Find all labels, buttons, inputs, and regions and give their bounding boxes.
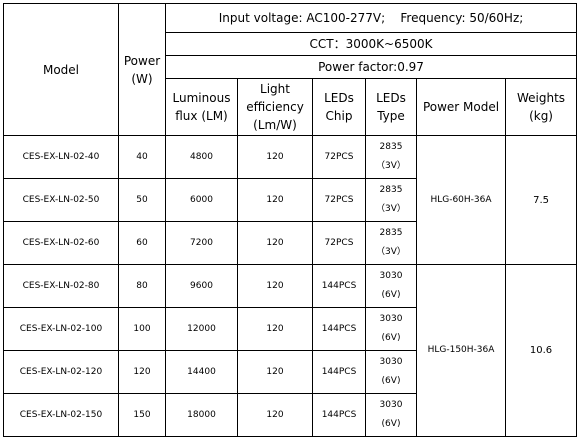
cell: 2835（3V） xyxy=(365,221,417,265)
cell: 60 xyxy=(118,221,166,265)
column-header: Light efficiency (Lm/W) xyxy=(237,78,313,136)
cell: 3030 (6V) xyxy=(365,307,417,351)
cell: 80 xyxy=(118,264,166,308)
cell: 144PCS xyxy=(312,393,366,437)
cell: 72PCS xyxy=(312,135,366,179)
cell: CES-EX-LN-02-50 xyxy=(3,178,119,222)
cell: 120 xyxy=(237,393,313,437)
cell: 72PCS xyxy=(312,221,366,265)
data-row: CES-EX-LN-02-40 40 4800 120 72PCS 2835（3V） HLG… xyxy=(3,135,578,265)
cell: CES-EX-LN-02-100 xyxy=(3,307,119,351)
data-row: CES-EX-LN-02-50 50 6000 120 72PCS 2835（3V） xyxy=(3,178,577,222)
data-row: CES-EX-LN-02-150 150 18000 120 144PCS 3030 (6… xyxy=(3,393,577,437)
data-row: CES-EX-LN-02-100 100 12000 120 144PCS 3030 (6… xyxy=(3,307,577,351)
data-row: CES-EX-LN-02-120 120 14400 120 144PCS 3030 (6… xyxy=(3,350,577,394)
cell: CES-EX-LN-02-80 xyxy=(3,264,119,308)
cell: 2835（3V） xyxy=(365,178,417,222)
cell: 72PCS xyxy=(312,178,366,222)
input-voltage: Input voltage: AC100-277V; Frequency: 50… xyxy=(164,3,578,33)
data-row: CES-EX-LN-02-60 60 7200 120 72PCS 2835（3V） xyxy=(3,221,577,265)
power-model: HLG-150H-36A xyxy=(416,264,506,437)
cell: 3030 (6V) xyxy=(365,393,417,437)
column-header: LEDs Type xyxy=(365,78,417,136)
cell: 40 xyxy=(118,135,166,179)
spec-table: Model Power (W) Input voltage: AC100-277V;… xyxy=(3,3,578,437)
cell: CES-EX-LN-02-60 xyxy=(3,221,119,265)
column-header: Power Model xyxy=(416,78,506,136)
cell: CES-EX-LN-02-40 xyxy=(3,135,119,179)
cell: CES-EX-LN-02-120 xyxy=(3,350,119,394)
cell: 120 xyxy=(237,350,313,394)
cell: 2835（3V） xyxy=(365,135,417,179)
cell: 7200 xyxy=(165,221,238,265)
cell: 120 xyxy=(237,307,313,351)
cell: 120 xyxy=(237,221,313,265)
cell: 150 xyxy=(118,393,166,437)
column-header: Luminous flux (LM) xyxy=(165,78,238,136)
weight: 7.5 xyxy=(504,135,578,265)
cell: 120 xyxy=(237,178,313,222)
cell: CES-EX-LN-02-150 xyxy=(3,393,119,437)
power-factor: Power factor:0.97 xyxy=(164,55,578,79)
cell: 144PCS xyxy=(312,307,366,351)
cell: 120 xyxy=(237,264,313,308)
cell: 3030 (6V) xyxy=(365,350,417,394)
column-header: LEDs Chip xyxy=(312,78,366,136)
power-model: HLG-60H-36A xyxy=(416,135,506,265)
cell: 100 xyxy=(118,307,166,351)
power-header: Power (W) xyxy=(118,3,166,136)
cell: 50 xyxy=(118,178,166,222)
cell: 12000 xyxy=(165,307,238,351)
cell: 14400 xyxy=(165,350,238,394)
cell: 120 xyxy=(118,350,166,394)
cell: 144PCS xyxy=(312,350,366,394)
weight: 10.6 xyxy=(504,264,578,437)
cell: 120 xyxy=(237,135,313,179)
cell: 18000 xyxy=(165,393,238,437)
cell: 3030 (6V) xyxy=(365,264,417,308)
cell: 9600 xyxy=(165,264,238,308)
data-row: CES-EX-LN-02-80 80 9600 120 144PCS 3030 (6V) H… xyxy=(3,264,578,437)
column-header: Weights (kg) xyxy=(504,78,578,136)
cct: CCT：3000K~6500K xyxy=(164,32,578,56)
cell: 4800 xyxy=(165,135,238,179)
cell: 144PCS xyxy=(312,264,366,308)
model-header: Model xyxy=(3,3,119,136)
cell: 6000 xyxy=(165,178,238,222)
